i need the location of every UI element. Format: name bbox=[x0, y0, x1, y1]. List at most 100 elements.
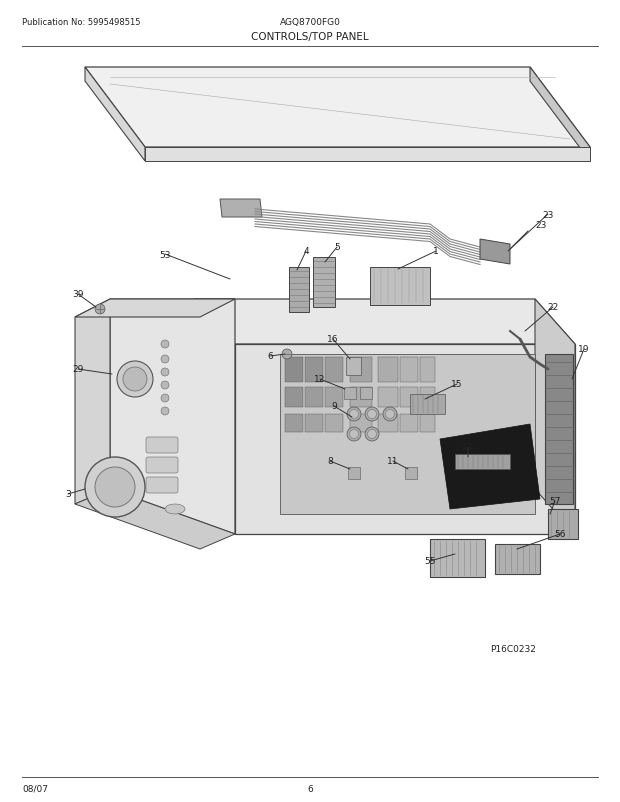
Bar bbox=[378, 415, 398, 432]
Bar bbox=[280, 354, 535, 514]
Circle shape bbox=[383, 407, 397, 422]
Polygon shape bbox=[75, 489, 235, 549]
Text: 3: 3 bbox=[65, 490, 71, 499]
Text: P16C0232: P16C0232 bbox=[490, 644, 536, 653]
Text: 29: 29 bbox=[73, 365, 84, 374]
Circle shape bbox=[350, 430, 358, 439]
Bar bbox=[350, 387, 372, 407]
Ellipse shape bbox=[165, 504, 185, 514]
Bar bbox=[285, 415, 303, 432]
Text: 13: 13 bbox=[463, 443, 474, 452]
Polygon shape bbox=[85, 68, 145, 162]
Bar bbox=[313, 257, 335, 308]
Bar bbox=[305, 358, 323, 383]
FancyBboxPatch shape bbox=[146, 437, 178, 453]
Circle shape bbox=[350, 410, 358, 419]
Polygon shape bbox=[235, 345, 575, 534]
Circle shape bbox=[368, 430, 376, 439]
Text: 55: 55 bbox=[424, 557, 436, 565]
Bar bbox=[325, 415, 343, 432]
Text: 9: 9 bbox=[331, 402, 337, 411]
Bar bbox=[360, 387, 372, 399]
Bar bbox=[545, 354, 573, 504]
Text: 5: 5 bbox=[334, 243, 340, 252]
Bar bbox=[305, 387, 323, 407]
Bar bbox=[285, 387, 303, 407]
Circle shape bbox=[161, 369, 169, 376]
Bar bbox=[430, 539, 485, 577]
Text: 19: 19 bbox=[578, 345, 590, 354]
Text: 08/07: 08/07 bbox=[22, 784, 48, 793]
Bar bbox=[405, 468, 417, 480]
Polygon shape bbox=[480, 240, 510, 265]
Polygon shape bbox=[85, 68, 590, 148]
Bar bbox=[420, 387, 435, 407]
Circle shape bbox=[368, 410, 376, 419]
Text: 57: 57 bbox=[549, 497, 560, 506]
Bar bbox=[420, 358, 435, 383]
Circle shape bbox=[365, 427, 379, 441]
Circle shape bbox=[123, 367, 147, 391]
Circle shape bbox=[161, 341, 169, 349]
Text: AGQ8700FG0: AGQ8700FG0 bbox=[280, 18, 340, 27]
Circle shape bbox=[347, 407, 361, 422]
Polygon shape bbox=[530, 68, 590, 162]
Bar bbox=[325, 358, 343, 383]
Text: Publication No: 5995498515: Publication No: 5995498515 bbox=[22, 18, 141, 27]
Text: 22: 22 bbox=[547, 303, 559, 312]
Polygon shape bbox=[195, 300, 575, 345]
FancyBboxPatch shape bbox=[146, 477, 178, 493]
Text: 6: 6 bbox=[267, 352, 273, 361]
Circle shape bbox=[347, 427, 361, 441]
Bar bbox=[350, 415, 372, 432]
Polygon shape bbox=[535, 300, 575, 534]
Bar bbox=[289, 268, 309, 313]
Text: 12: 12 bbox=[314, 375, 326, 384]
Circle shape bbox=[161, 382, 169, 390]
Bar bbox=[346, 358, 361, 375]
Text: 1: 1 bbox=[433, 247, 439, 256]
Bar bbox=[378, 358, 398, 383]
Polygon shape bbox=[145, 148, 590, 162]
Circle shape bbox=[365, 407, 379, 422]
Circle shape bbox=[161, 395, 169, 403]
Bar bbox=[400, 387, 418, 407]
Bar bbox=[344, 387, 356, 399]
Text: 23: 23 bbox=[535, 221, 546, 229]
Polygon shape bbox=[75, 300, 110, 504]
Text: 15: 15 bbox=[451, 380, 463, 389]
Text: CONTROLS/TOP PANEL: CONTROLS/TOP PANEL bbox=[251, 32, 369, 42]
Circle shape bbox=[282, 350, 292, 359]
Text: 11: 11 bbox=[388, 457, 399, 466]
FancyBboxPatch shape bbox=[146, 457, 178, 473]
Circle shape bbox=[161, 407, 169, 415]
Circle shape bbox=[95, 468, 135, 508]
Polygon shape bbox=[110, 300, 235, 534]
Polygon shape bbox=[440, 424, 540, 509]
Bar bbox=[495, 545, 540, 574]
Bar bbox=[350, 358, 372, 383]
Text: eReplacementParts.com: eReplacementParts.com bbox=[200, 420, 420, 439]
Polygon shape bbox=[75, 300, 235, 318]
Bar bbox=[548, 509, 578, 539]
Text: 39: 39 bbox=[73, 290, 84, 299]
Text: 22: 22 bbox=[533, 315, 544, 324]
Text: 4: 4 bbox=[303, 247, 309, 256]
Bar bbox=[420, 415, 435, 432]
Bar bbox=[285, 358, 303, 383]
Bar bbox=[410, 395, 445, 415]
Text: 53: 53 bbox=[159, 250, 170, 259]
Bar bbox=[325, 387, 343, 407]
Text: 23: 23 bbox=[542, 210, 554, 219]
Circle shape bbox=[386, 410, 394, 419]
Text: 6: 6 bbox=[307, 784, 313, 793]
Bar bbox=[370, 268, 430, 306]
Circle shape bbox=[117, 362, 153, 398]
Circle shape bbox=[95, 305, 105, 314]
Bar bbox=[455, 455, 510, 469]
Text: 56: 56 bbox=[554, 530, 565, 539]
Polygon shape bbox=[220, 200, 262, 217]
Text: 16: 16 bbox=[327, 335, 339, 344]
Polygon shape bbox=[195, 300, 235, 534]
Bar bbox=[305, 415, 323, 432]
